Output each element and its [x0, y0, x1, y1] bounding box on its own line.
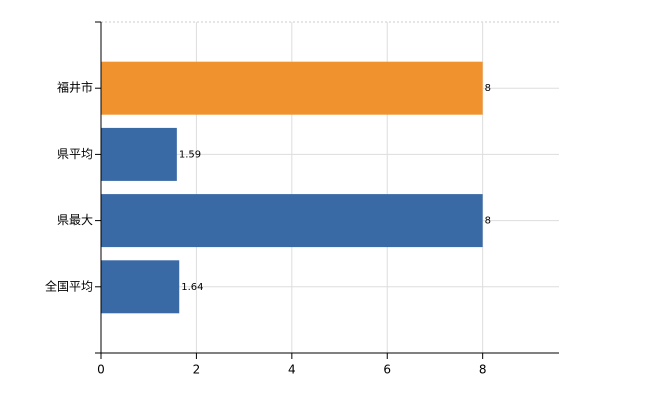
value-label: 1.64 [181, 282, 203, 293]
bar [101, 260, 180, 314]
x-tick-label: 6 [383, 363, 391, 377]
value-label: 8 [485, 83, 491, 94]
x-tick-label: 4 [288, 363, 296, 377]
bar [101, 61, 483, 115]
y-tick-label: 県最大 [57, 213, 93, 227]
x-tick-label: 8 [479, 363, 487, 377]
bar [101, 127, 177, 181]
y-tick-label: 福井市 [57, 80, 93, 95]
value-label: 8 [485, 216, 491, 227]
y-tick-label: 全国平均 [45, 278, 93, 293]
y-tick-label: 県平均 [57, 147, 93, 161]
x-tick-label: 0 [97, 363, 105, 377]
bar [101, 194, 483, 248]
value-label: 1.59 [179, 149, 201, 160]
x-tick-label: 2 [193, 363, 201, 377]
